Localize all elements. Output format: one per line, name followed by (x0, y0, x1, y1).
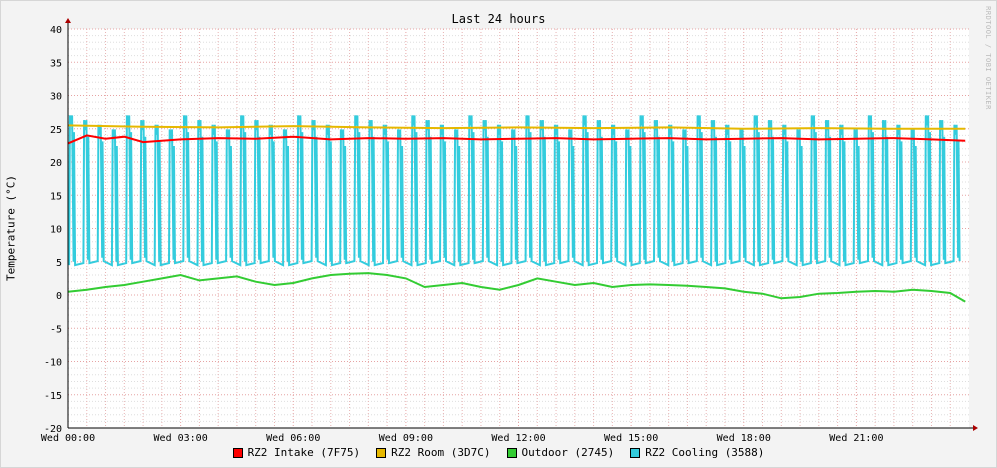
legend-swatch-room (376, 447, 387, 458)
y-tick-label: -20 (44, 424, 62, 435)
legend-label-outdoor: Outdoor (2745) (521, 446, 615, 459)
series-line-room (67, 124, 966, 130)
y-tick-label: 0 (56, 291, 62, 302)
watermark-text: RRDTOOL / TOBI OETIKER (984, 6, 992, 110)
x-tick-label: Wed 21:00 (829, 433, 883, 444)
grid (67, 28, 969, 429)
y-tick-label: 15 (50, 191, 62, 202)
y-tick-label: 5 (56, 258, 62, 269)
x-tick-label: Wed 15:00 (604, 433, 658, 444)
legend-item-cooling: RZ2 Cooling (3588) (630, 446, 764, 459)
legend-label-room: RZ2 Room (3D7C) (391, 446, 491, 459)
y-tick-label: 35 (50, 58, 62, 69)
series-layer (67, 115, 966, 303)
legend-label-intake: RZ2 Intake (7F75) (247, 446, 361, 459)
chart-title: Last 24 hours (451, 12, 546, 26)
legend: RZ2 Intake (7F75) RZ2 Room (3D7C) Outdoo… (0, 446, 997, 459)
legend-label-cooling: RZ2 Cooling (3588) (645, 446, 765, 459)
x-tick-label: Wed 12:00 (491, 433, 545, 444)
x-axis-arrow (973, 425, 978, 431)
y-tick-label: -5 (50, 324, 62, 335)
legend-item-intake: RZ2 Intake (7F75) (232, 446, 361, 459)
y-tick-label: 30 (50, 92, 62, 103)
y-axis-label: Temperature (°C) (4, 175, 18, 281)
y-tick-label: 20 (50, 158, 62, 169)
x-tick-label: Wed 09:00 (379, 433, 433, 444)
legend-swatch-outdoor (506, 447, 517, 458)
legend-item-outdoor: Outdoor (2745) (506, 446, 615, 459)
y-tick-label: -10 (44, 358, 62, 369)
series-line-cooling (68, 115, 961, 267)
x-tick-label: Wed 03:00 (154, 433, 208, 444)
y-tick-label: 40 (50, 25, 62, 36)
y-tick-label: 10 (50, 225, 62, 236)
legend-swatch-cooling (630, 447, 641, 458)
legend-item-room: RZ2 Room (3D7C) (376, 446, 491, 459)
x-tick-label: Wed 06:00 (266, 433, 320, 444)
legend-swatch-intake (232, 447, 243, 458)
y-axis-arrow (65, 18, 71, 23)
y-tick-label: 25 (50, 125, 62, 136)
series-line-intake (67, 134, 966, 145)
x-tick-label: Wed 00:00 (41, 433, 95, 444)
y-tick-label: -15 (44, 391, 62, 402)
series-line-outdoor (67, 272, 966, 303)
x-tick-label: Wed 18:00 (717, 433, 771, 444)
